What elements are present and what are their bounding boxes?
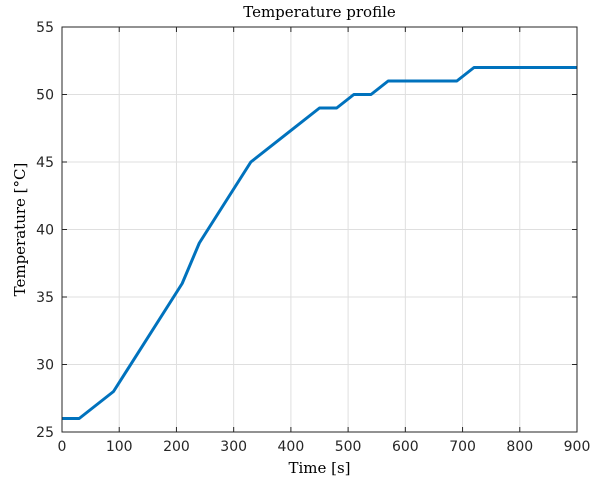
x-tick-label: 0 xyxy=(58,439,67,455)
x-tick-label: 800 xyxy=(506,439,533,455)
x-tick-label: 700 xyxy=(449,439,476,455)
chart-title: Temperature profile xyxy=(243,3,396,21)
x-tick-label: 900 xyxy=(564,439,590,455)
y-axis-label: Temperature [°C] xyxy=(11,163,29,297)
temperature-series-line xyxy=(62,66,577,420)
y-tick-label: 30 xyxy=(36,358,54,374)
x-tick-label: 500 xyxy=(335,439,362,455)
x-tick-label: 400 xyxy=(278,439,305,455)
tick-labels: 0 100 200 300 400 500 600 700 800 900 25 30 35 40 45 50… xyxy=(36,20,590,455)
x-tick-label: 200 xyxy=(163,439,190,455)
x-tick-label: 100 xyxy=(106,439,133,455)
y-tick-label: 35 xyxy=(36,290,54,306)
y-tick-label: 55 xyxy=(36,20,54,36)
x-tick-label: 300 xyxy=(220,439,247,455)
x-axis-label: Time [s] xyxy=(288,459,350,477)
y-tick-label: 45 xyxy=(36,155,54,171)
axis-ticks xyxy=(61,26,578,433)
x-tick-label: 600 xyxy=(392,439,419,455)
y-tick-label: 25 xyxy=(36,425,54,441)
y-tick-label: 50 xyxy=(36,88,54,104)
y-tick-label: 40 xyxy=(36,223,54,239)
series-layer xyxy=(62,66,577,420)
